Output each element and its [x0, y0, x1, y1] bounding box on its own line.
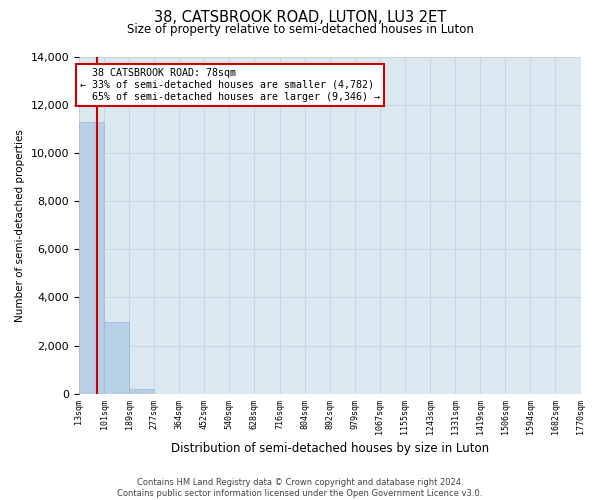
Bar: [104, 322, 129, 394]
Y-axis label: Number of semi-detached properties: Number of semi-detached properties: [15, 128, 25, 322]
Bar: [129, 389, 154, 394]
X-axis label: Distribution of semi-detached houses by size in Luton: Distribution of semi-detached houses by …: [170, 442, 489, 455]
Text: 38, CATSBROOK ROAD, LUTON, LU3 2ET: 38, CATSBROOK ROAD, LUTON, LU3 2ET: [154, 10, 446, 25]
Bar: [79, 122, 104, 394]
Text: 38 CATSBROOK ROAD: 78sqm
← 33% of semi-detached houses are smaller (4,782)
  65%: 38 CATSBROOK ROAD: 78sqm ← 33% of semi-d…: [80, 68, 380, 102]
Text: Size of property relative to semi-detached houses in Luton: Size of property relative to semi-detach…: [127, 22, 473, 36]
Text: Contains HM Land Registry data © Crown copyright and database right 2024.
Contai: Contains HM Land Registry data © Crown c…: [118, 478, 482, 498]
